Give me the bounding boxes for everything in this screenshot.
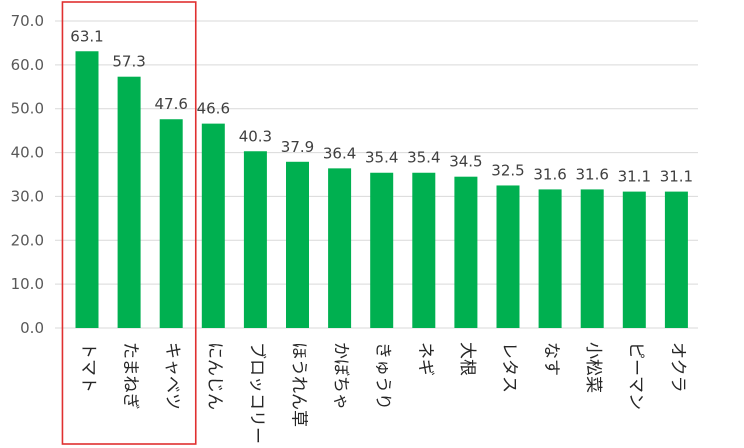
category-label: オクラ bbox=[667, 342, 687, 393]
bar bbox=[159, 119, 183, 329]
data-label: 36.4 bbox=[323, 144, 356, 162]
y-tick-label: 0.0 bbox=[20, 319, 44, 337]
y-tick-label: 20.0 bbox=[11, 231, 44, 249]
bar bbox=[664, 191, 688, 328]
bar bbox=[370, 172, 394, 328]
y-tick-label: 60.0 bbox=[11, 56, 44, 74]
bar bbox=[454, 176, 478, 328]
category-label: かぼちゃ bbox=[331, 342, 351, 410]
data-labels: 63.1 57.3 47.6 46.6 40.3 37.9 36.4 35.4 35.4 34.5… bbox=[70, 27, 693, 185]
data-label: 46.6 bbox=[197, 100, 230, 118]
bars bbox=[75, 51, 688, 329]
bar bbox=[243, 151, 267, 328]
y-axis-ticks: 0.0 10.0 20.0 30.0 40.0 50.0 60.0 70.0 bbox=[11, 12, 44, 337]
y-tick-label: 10.0 bbox=[11, 275, 44, 293]
bar bbox=[538, 189, 562, 328]
bar bbox=[75, 51, 99, 329]
category-label: たまねぎ bbox=[120, 342, 140, 410]
data-label: 31.6 bbox=[533, 165, 566, 183]
category-label: レタス bbox=[499, 342, 519, 393]
bar bbox=[286, 161, 309, 328]
bar bbox=[328, 168, 352, 328]
data-label: 34.5 bbox=[449, 153, 482, 171]
bar bbox=[201, 123, 225, 328]
category-label: なす bbox=[541, 342, 561, 376]
category-labels: トマト たまねぎ キャベツ にんじん ブロッコリー ほうれん草 かぼちゃ きゅうり ネギ 大根 レタ… bbox=[78, 342, 687, 444]
highlight-box bbox=[61, 1, 197, 445]
category-label: キャベツ bbox=[162, 342, 182, 410]
y-tick-label: 30.0 bbox=[11, 187, 44, 205]
category-label: ネギ bbox=[415, 342, 435, 376]
data-label: 40.3 bbox=[239, 127, 272, 145]
y-tick-label: 40.0 bbox=[11, 144, 44, 162]
y-tick-label: 70.0 bbox=[11, 12, 44, 30]
category-label: きゅうり bbox=[373, 342, 393, 410]
data-label: 35.4 bbox=[365, 149, 398, 167]
data-label: 47.6 bbox=[154, 95, 187, 113]
bar bbox=[580, 189, 604, 328]
bar bbox=[412, 172, 436, 328]
bar bbox=[622, 191, 646, 328]
category-label: ピーマン bbox=[625, 342, 645, 410]
highlight-group bbox=[61, 1, 197, 445]
category-label: ブロッコリー bbox=[246, 342, 267, 444]
data-label: 31.6 bbox=[575, 165, 608, 183]
data-label: 63.1 bbox=[70, 27, 103, 45]
category-label: トマト bbox=[78, 342, 98, 393]
data-label: 37.9 bbox=[281, 138, 314, 156]
category-label: 大根 bbox=[457, 342, 477, 376]
bar bbox=[496, 185, 520, 328]
bar bbox=[117, 76, 141, 328]
data-label: 31.1 bbox=[618, 168, 651, 186]
category-label: 小松菜 bbox=[583, 342, 603, 393]
category-label: ほうれん草 bbox=[289, 342, 309, 427]
data-label: 35.4 bbox=[407, 149, 440, 167]
data-label: 31.1 bbox=[660, 168, 693, 186]
category-label: にんじん bbox=[204, 342, 224, 410]
data-label: 57.3 bbox=[112, 53, 145, 71]
data-label: 32.5 bbox=[491, 161, 524, 179]
y-tick-label: 50.0 bbox=[11, 100, 44, 118]
